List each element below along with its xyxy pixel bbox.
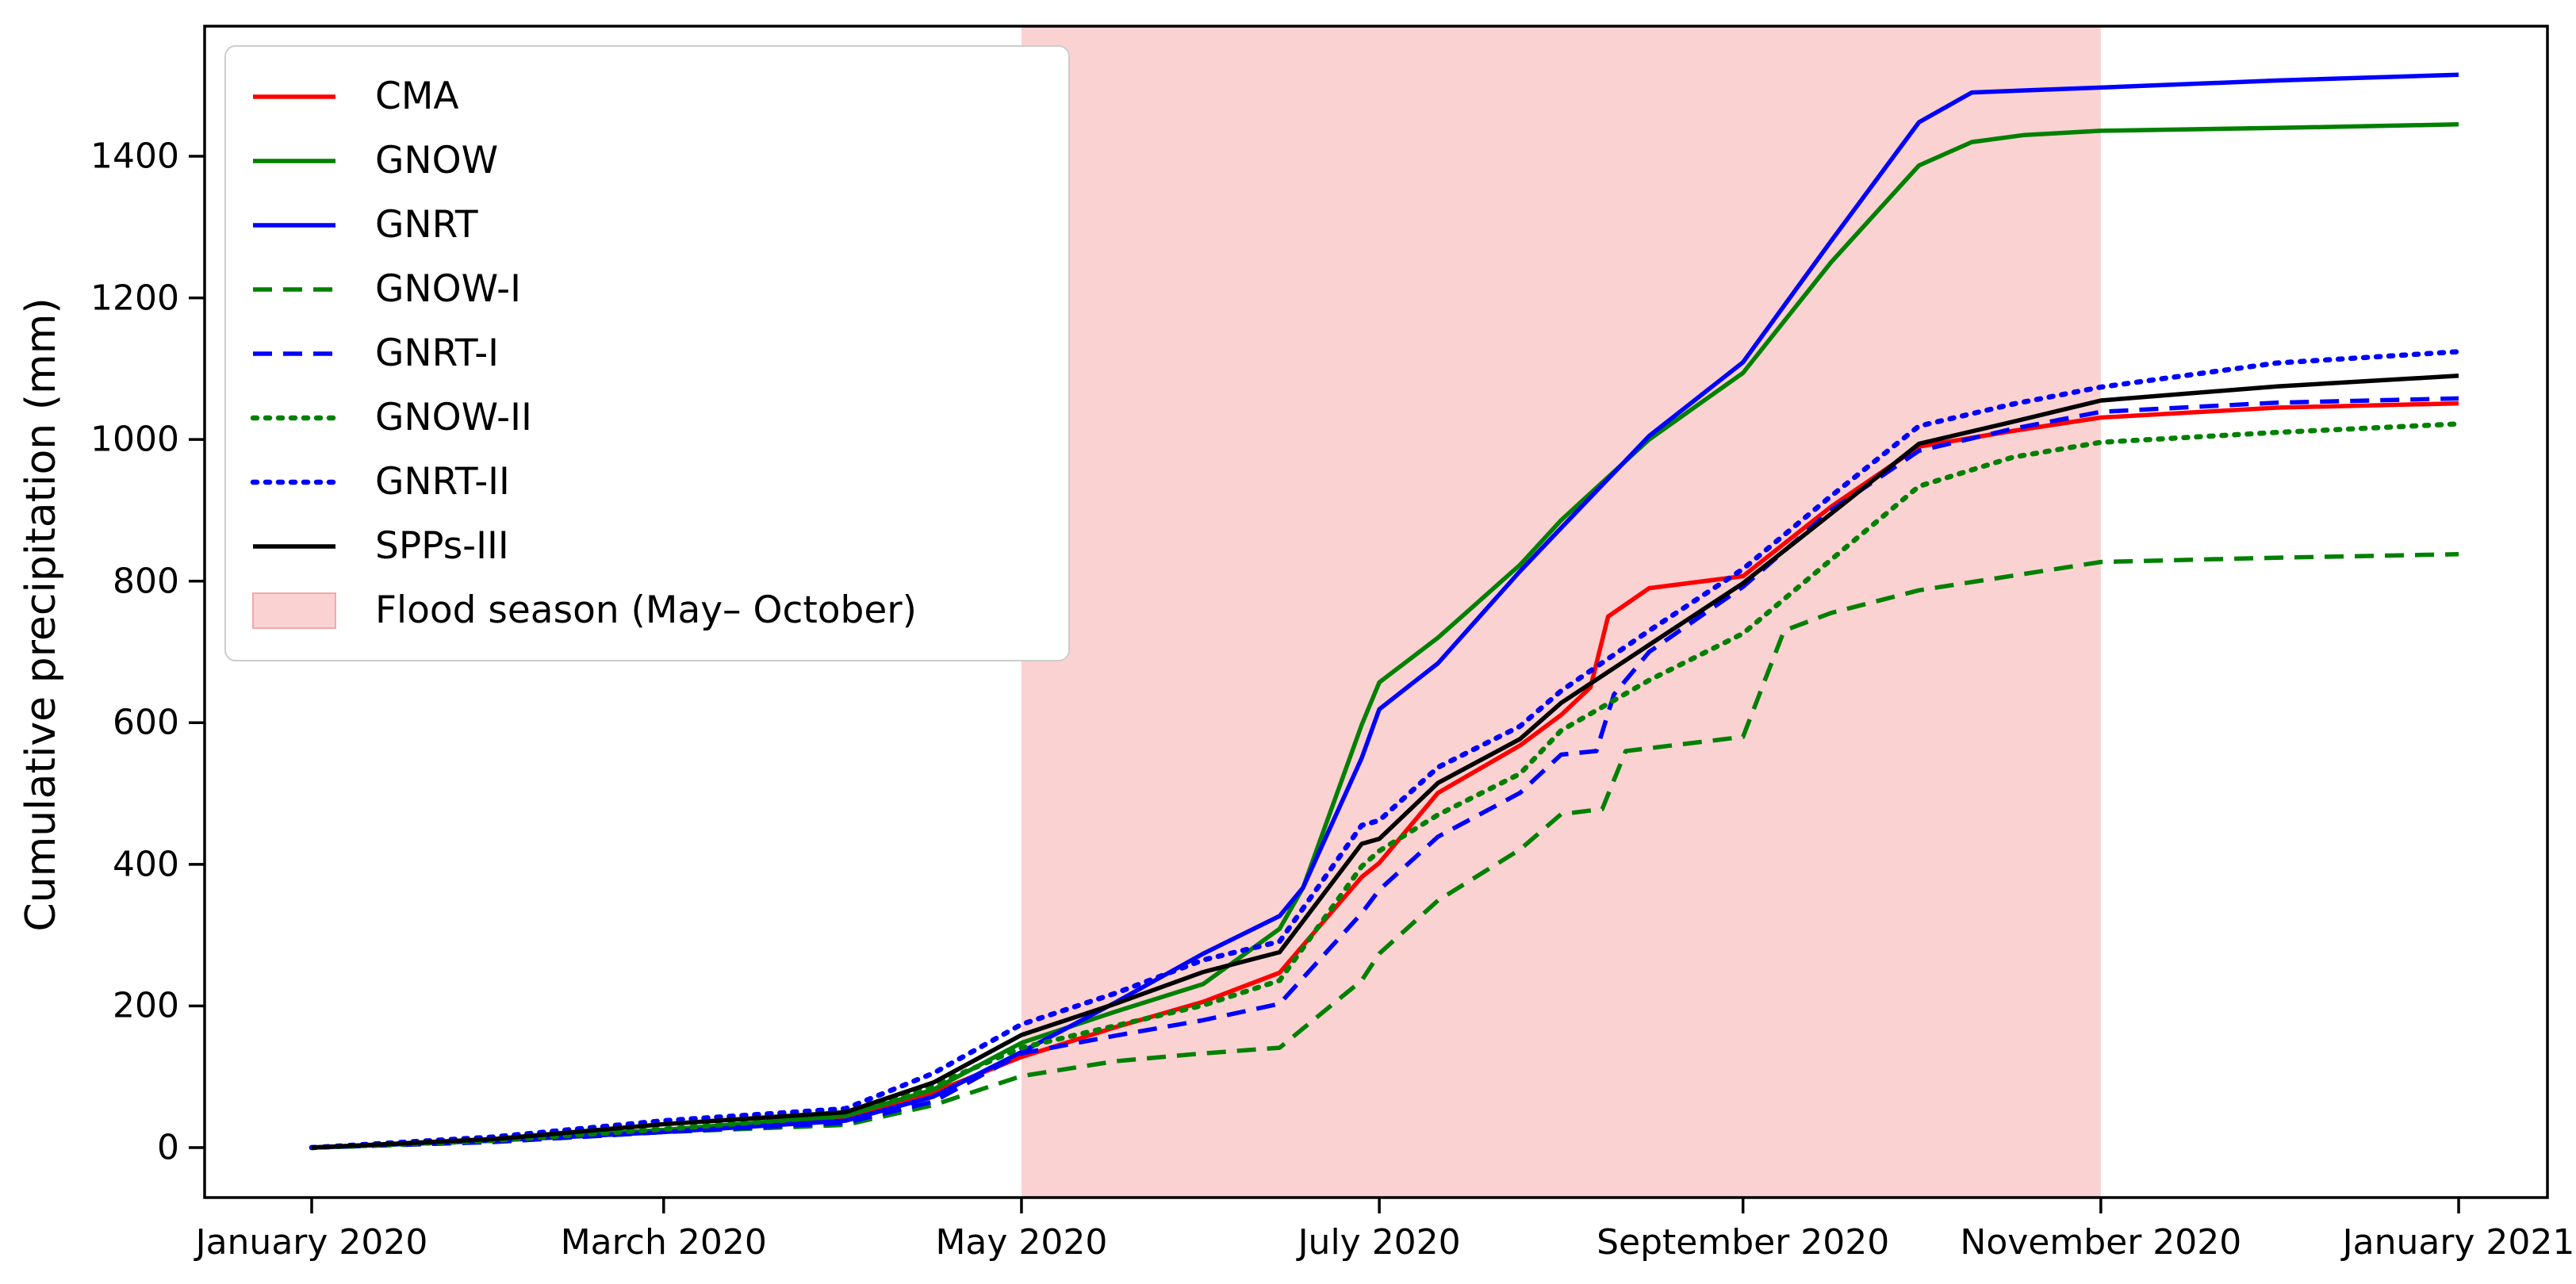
legend: CMA GNOW GNRT GNOW-I GNRT-I GNOW-II GNRT-II SPP…: [224, 45, 1070, 661]
flood-season-shading: [1021, 27, 2101, 1197]
legend-sample-cma: [253, 94, 335, 99]
flood-season-band: [1021, 27, 2101, 1197]
series-line-gnrt-ii: [309, 349, 2462, 1151]
legend-sample-spps-iii: [253, 543, 335, 549]
legend-label-gnow: GNOW: [375, 139, 499, 182]
legend-item-flood-season: Flood season (May– October): [250, 578, 1045, 642]
legend-item-gnow-i: GNOW-I: [250, 257, 1045, 321]
series-line-gnrt: [311, 72, 2459, 1150]
legend-label-flood-season: Flood season (May– October): [375, 588, 917, 632]
x-tick-label: March 2020: [560, 1222, 767, 1263]
legend-sample-gnow: [253, 158, 335, 163]
x-tick-label: November 2020: [1960, 1222, 2242, 1263]
x-tick-label: January 2020: [195, 1222, 428, 1263]
legend-item-cma: CMA: [250, 64, 1045, 128]
series-line-cma: [311, 401, 2459, 1150]
series-line-spps-iii: [311, 374, 2459, 1150]
series-line-gnrt-i: [311, 396, 2459, 1150]
x-tick-label: May 2020: [935, 1222, 1108, 1263]
y-tick-label: 1200: [90, 278, 179, 319]
x-tick-label: September 2020: [1597, 1222, 1890, 1263]
y-tick-label: 200: [113, 985, 179, 1026]
legend-label-gnrt-i: GNRT-I: [375, 332, 500, 375]
legend-item-gnow-ii: GNOW-II: [250, 385, 1045, 450]
series-lines: [309, 72, 2462, 1151]
legend-item-gnrt: GNRT: [250, 193, 1045, 257]
y-tick-label: 0: [157, 1127, 179, 1168]
legend-item-gnow: GNOW: [250, 128, 1045, 193]
legend-label-gnrt-ii: GNRT-II: [375, 460, 510, 504]
series-line-gnow: [311, 122, 2459, 1150]
legend-sample-flood-season: [252, 592, 336, 629]
legend-sample-gnow-ii: [250, 415, 339, 420]
series-line-gnow-i: [311, 552, 2459, 1150]
legend-sample-gnrt: [253, 222, 335, 228]
legend-sample-gnow-i: [253, 286, 335, 292]
y-tick-label: 600: [113, 702, 179, 743]
plot-border: [203, 25, 2549, 1199]
legend-item-gnrt-ii: GNRT-II: [250, 450, 1045, 514]
series-line-gnow-ii: [309, 421, 2462, 1151]
x-tick-label: January 2021: [2342, 1222, 2575, 1263]
legend-label-gnow-ii: GNOW-II: [375, 396, 532, 439]
axes-and-ticks: [189, 25, 2549, 1213]
legend-label-gnow-i: GNOW-I: [375, 267, 521, 311]
x-tick-label: July 2020: [1298, 1222, 1461, 1263]
legend-label-cma: CMA: [375, 75, 459, 118]
y-tick-label: 1000: [90, 419, 179, 460]
legend-label-spps-iii: SPPs-III: [375, 524, 509, 568]
legend-sample-gnrt-i: [253, 351, 335, 356]
legend-sample-gnrt-ii: [250, 479, 339, 485]
legend-item-gnrt-i: GNRT-I: [250, 321, 1045, 385]
legend-item-spps-iii: SPPs-III: [250, 514, 1045, 578]
legend-label-gnrt: GNRT: [375, 203, 478, 247]
y-tick-label: 1400: [90, 136, 179, 177]
y-tick-label: 400: [113, 844, 179, 885]
y-tick-label: 800: [113, 561, 179, 602]
